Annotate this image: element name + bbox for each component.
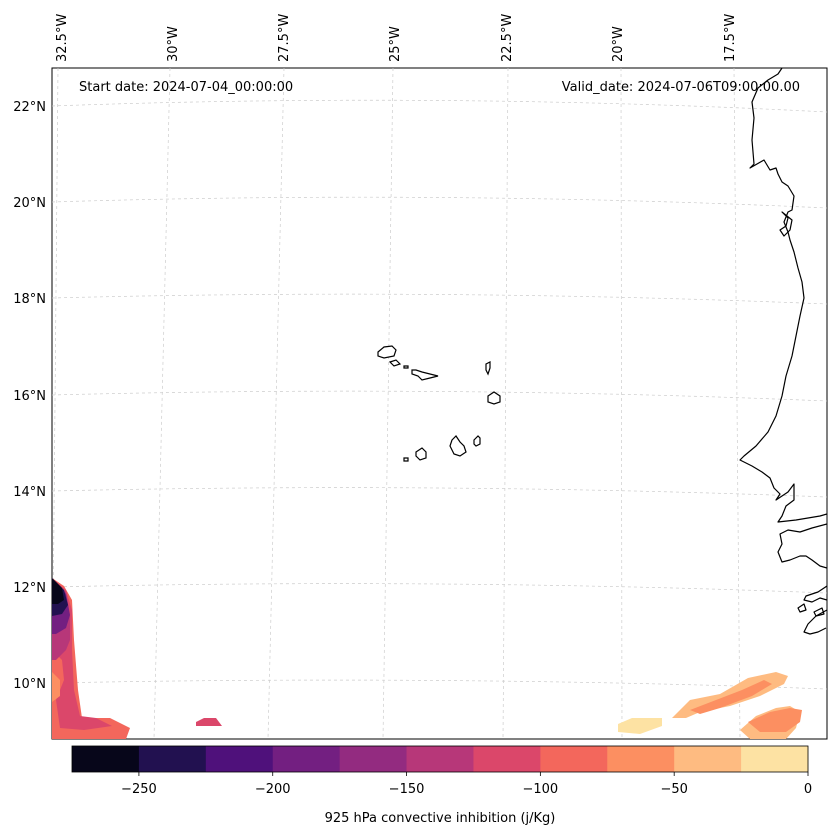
meridian-22-5w: [502, 68, 509, 739]
meridian-27-5w: [267, 68, 285, 739]
parallel-16n: [52, 390, 827, 402]
lat-label-20n: 20°N: [13, 196, 46, 211]
parallel-22n: [52, 99, 827, 113]
meridian-17-5w: [733, 68, 741, 739]
inlet-1: [779, 211, 793, 237]
lat-label-12n: 12°N: [13, 581, 46, 596]
colorbar-tick-labels: −250 −200 −150 −100 −50 0: [121, 782, 812, 797]
valid-date-label: Valid_date: 2024-07-06T09:00:00.00: [562, 80, 800, 95]
parallel-18n: [52, 293, 827, 305]
cape-verde-islands: [377, 345, 501, 462]
colorbar-tick-label: −150: [389, 782, 425, 797]
guinea-bissau-coast: [803, 585, 827, 603]
cin-contours: [52, 578, 802, 739]
colorbar: −250 −200 −150 −100 −50 0 925 hPa convec…: [71, 745, 812, 826]
island-sal: [485, 361, 491, 376]
coastal-island-2: [797, 603, 807, 613]
colorbar-tick-label: −200: [255, 782, 291, 797]
longitude-labels: 32.5°W 30°W 27.5°W 25°W 22.5°W 20°W 17.5…: [55, 14, 738, 62]
island-boa-vista: [487, 391, 501, 405]
africa-coastline-south: [777, 523, 827, 569]
latitude-labels: 22°N 20°N 18°N 16°N 14°N 12°N 10°N: [13, 100, 46, 692]
parallel-20n: [52, 196, 827, 209]
colorbar-segment: [674, 746, 742, 772]
africa-coastline: [739, 68, 827, 523]
island-maio: [473, 435, 481, 447]
cin-patch-east-e: [748, 708, 802, 732]
colorbar-segment: [607, 746, 675, 772]
colorbar-title: 925 hPa convective inhibition (j/Kg): [325, 811, 556, 826]
colorbar-tick-label: −100: [523, 782, 559, 797]
cin-patch-small: [196, 718, 222, 726]
colorbar-segment: [741, 746, 809, 772]
coastal-island-1: [813, 607, 825, 617]
lon-label-25w: 25°W: [388, 26, 403, 62]
meridian-25w: [382, 68, 394, 739]
lat-label-22n: 22°N: [13, 100, 46, 115]
lat-label-10n: 10°N: [13, 677, 46, 692]
colorbar-tick-label: −50: [660, 782, 687, 797]
colorbar-segment: [540, 746, 608, 772]
parallel-12n: [52, 583, 827, 594]
island-santiago: [449, 435, 467, 457]
lon-label-32-5w: 32.5°W: [55, 14, 70, 62]
colorbar-segment: [473, 746, 541, 772]
graticule: [52, 68, 827, 739]
island-fogo: [415, 447, 427, 461]
colorbar-tick-label: 0: [804, 782, 812, 797]
cin-patch-east-c: [690, 680, 772, 714]
cin-patch-west-low: [52, 672, 60, 702]
colorbar-frame: [71, 745, 809, 773]
colorbar-segment: [339, 746, 408, 772]
start-date-label: Start date: 2024-07-04_00:00:00: [79, 80, 293, 95]
cin-patch-east-a: [618, 718, 662, 734]
lon-label-20w: 20°W: [611, 26, 626, 62]
colorbar-segment: [138, 746, 207, 772]
colorbar-segment: [72, 746, 140, 772]
lon-label-30w: 30°W: [166, 26, 181, 62]
island-sao-nicolau: [411, 369, 439, 381]
lat-label-18n: 18°N: [13, 292, 46, 307]
colorbar-ticks: [138, 772, 809, 776]
meridian-20w: [620, 68, 623, 739]
coastlines: [739, 68, 827, 635]
island-sao-vicente: [388, 359, 402, 367]
cin-patch-west-core: [52, 578, 64, 604]
lat-label-14n: 14°N: [13, 485, 46, 500]
island-santa-luzia: [403, 365, 409, 369]
colorbar-tick-label: −250: [121, 782, 157, 797]
colorbar-segment: [205, 746, 274, 772]
island-santo-antao: [377, 345, 397, 359]
parallel-14n: [52, 487, 827, 498]
meridian-30w: [153, 68, 171, 739]
island-brava: [403, 457, 409, 462]
colorbar-segment: [406, 746, 474, 772]
lon-label-27-5w: 27.5°W: [277, 14, 292, 62]
colorbar-segment: [272, 746, 341, 772]
colorbar-segments: [72, 746, 809, 772]
lat-label-16n: 16°N: [13, 389, 46, 404]
parallel-10n: [52, 679, 827, 690]
lon-label-17-5w: 17.5°W: [723, 14, 738, 62]
map-frame: [51, 67, 828, 740]
lon-label-22-5w: 22.5°W: [500, 14, 515, 62]
